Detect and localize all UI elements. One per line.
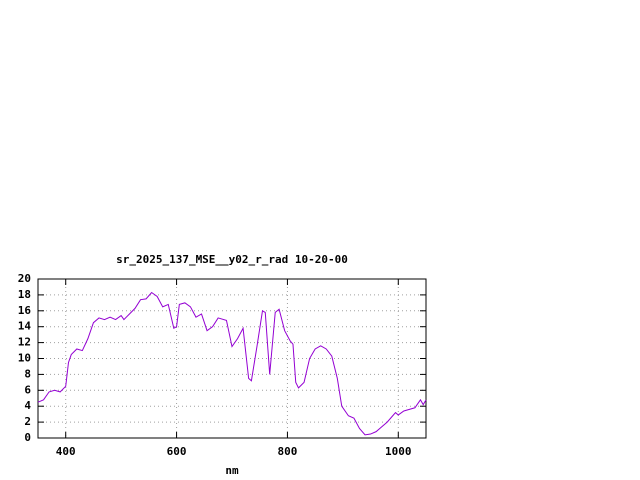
- y-tick-label: 10: [18, 352, 31, 365]
- y-tick-label: 4: [24, 399, 31, 412]
- y-tick-label: 6: [24, 383, 31, 396]
- data-line: [37, 291, 427, 436]
- x-axis-label: nm: [225, 464, 239, 477]
- y-tick-label: 0: [24, 431, 31, 444]
- x-tick-label: 600: [167, 445, 187, 458]
- plot-border: [37, 278, 427, 439]
- chart-title: sr_2025_137_MSE__y02_r_rad 10-20-00: [116, 253, 348, 266]
- x-tick-label: 800: [277, 445, 297, 458]
- y-tick-label: 12: [18, 336, 31, 349]
- y-tick-label: 16: [18, 304, 32, 317]
- x-tick-label: 400: [56, 445, 76, 458]
- y-tick-label: 8: [24, 367, 31, 380]
- y-tick-label: 20: [18, 272, 31, 285]
- y-tick-label: 18: [18, 288, 31, 301]
- y-tick-label: 14: [18, 320, 32, 333]
- y-tick-label: 2: [24, 415, 31, 428]
- x-tick-label: 1000: [385, 445, 412, 458]
